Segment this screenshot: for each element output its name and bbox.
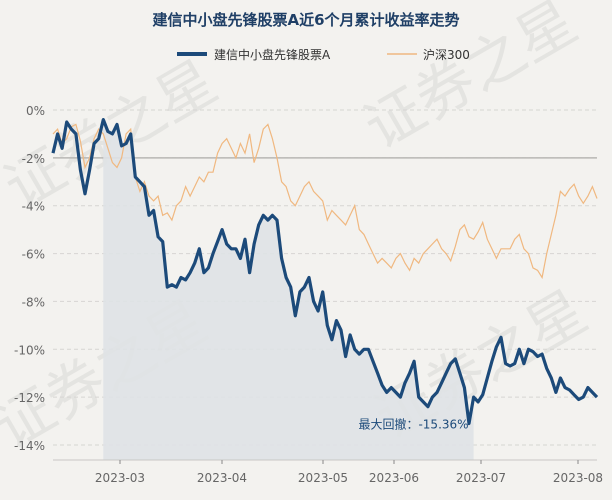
legend: 建信中小盘先锋股票A 沪深300 bbox=[177, 47, 470, 62]
series-line-fund bbox=[51, 117, 599, 426]
y-tick-label: -14% bbox=[14, 439, 45, 453]
plot-area: 0% -2% -4% -6% -8% -10% -12% -14% 最大回撤：-15.36% 20… bbox=[14, 104, 603, 485]
y-tick-label: -4% bbox=[22, 200, 45, 214]
legend-label-index: 沪深300 bbox=[423, 48, 470, 62]
drawdown-annotation: 最大回撤：-15.36% bbox=[358, 416, 468, 431]
x-tick-label: 2023-04 bbox=[197, 471, 247, 485]
y-tick-label: -6% bbox=[22, 248, 45, 262]
y-tick-label: -2% bbox=[22, 152, 45, 166]
legend-label-fund: 建信中小盘先锋股票A bbox=[214, 47, 331, 62]
x-tick-label: 2023-05 bbox=[298, 471, 348, 485]
y-tick-label: -12% bbox=[14, 391, 45, 405]
y-tick-label: -10% bbox=[14, 343, 45, 357]
x-tick-label: 2023-06 bbox=[369, 471, 419, 485]
y-tick-label: -8% bbox=[22, 295, 45, 309]
x-tick-label: 2023-08 bbox=[553, 471, 603, 485]
x-tick-label: 2023-07 bbox=[456, 471, 506, 485]
y-tick-label: 0% bbox=[26, 104, 45, 118]
x-tick-label: 2023-03 bbox=[95, 471, 145, 485]
series-line-hs300 bbox=[52, 123, 598, 280]
chart-title: 建信中小盘先锋股票A近6个月累计收益率走势 bbox=[152, 11, 459, 29]
drawdown-area bbox=[103, 119, 474, 460]
